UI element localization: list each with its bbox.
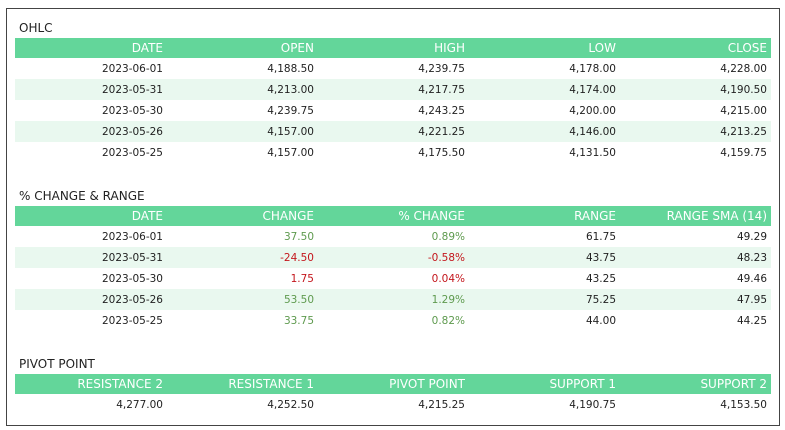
change-cell: 37.50 xyxy=(283,230,314,243)
change-cell: -24.50 xyxy=(167,247,318,268)
pivot-point-table: RESISTANCE 2 RESISTANCE 1 PIVOT POINT SU… xyxy=(15,374,771,415)
column-header-date[interactable]: DATE xyxy=(15,206,167,226)
date-cell: 2023-05-26 xyxy=(15,121,167,142)
column-header-close[interactable]: CLOSE xyxy=(620,38,771,58)
column-header-high[interactable]: HIGH xyxy=(318,38,469,58)
table-row: 2023-05-30 4,239.75 4,243.25 4,200.00 4,… xyxy=(15,100,771,121)
column-header-support-2[interactable]: SUPPORT 2 xyxy=(620,374,771,394)
column-header-resistance-1[interactable]: RESISTANCE 1 xyxy=(167,374,318,394)
change-range-title: % CHANGE & RANGE xyxy=(19,189,145,203)
open-cell: 4,239.75 xyxy=(267,104,314,117)
range-cell: 43.25 xyxy=(585,272,616,285)
table-row: 4,277.00 4,252.50 4,215.25 4,190.75 4,15… xyxy=(15,394,771,415)
high-cell: 4,175.50 xyxy=(418,146,465,159)
range-sma-cell: 48.23 xyxy=(620,247,771,268)
table-row: 2023-05-31 -24.50 -0.58% 43.75 48.23 xyxy=(15,247,771,268)
range-cell: 75.25 xyxy=(469,289,620,310)
range-sma-cell: 44.25 xyxy=(736,314,767,327)
column-header-date[interactable]: DATE xyxy=(15,38,167,58)
change-header-row: DATE CHANGE % CHANGE RANGE RANGE SMA (14… xyxy=(15,206,771,226)
low-cell: 4,174.00 xyxy=(469,79,620,100)
date-cell: 2023-06-01 xyxy=(101,230,163,243)
date-cell: 2023-05-31 xyxy=(15,247,167,268)
low-cell: 4,146.00 xyxy=(469,121,620,142)
change-cell: 53.50 xyxy=(167,289,318,310)
high-cell: 4,243.25 xyxy=(418,104,465,117)
range-cell: 43.75 xyxy=(469,247,620,268)
low-cell: 4,131.50 xyxy=(569,146,616,159)
ohlc-table: DATE OPEN HIGH LOW CLOSE 2023-06-01 4,18… xyxy=(15,38,771,163)
open-cell: 4,188.50 xyxy=(267,62,314,75)
table-row: 2023-05-25 4,157.00 4,175.50 4,131.50 4,… xyxy=(15,142,771,163)
support-1-cell: 4,190.75 xyxy=(569,398,616,411)
date-cell: 2023-05-25 xyxy=(101,314,163,327)
percent-change-cell: 0.04% xyxy=(431,272,465,285)
date-cell: 2023-05-30 xyxy=(101,272,163,285)
open-cell: 4,157.00 xyxy=(267,146,314,159)
open-cell: 4,157.00 xyxy=(167,121,318,142)
table-row: 2023-05-31 4,213.00 4,217.75 4,174.00 4,… xyxy=(15,79,771,100)
table-row: 2023-05-26 4,157.00 4,221.25 4,146.00 4,… xyxy=(15,121,771,142)
range-sma-cell: 47.95 xyxy=(620,289,771,310)
column-header-low[interactable]: LOW xyxy=(469,38,620,58)
table-row: 2023-05-25 33.75 0.82% 44.00 44.25 xyxy=(15,310,771,331)
resistance-1-cell: 4,252.50 xyxy=(267,398,314,411)
change-cell: 33.75 xyxy=(283,314,314,327)
percent-change-cell: 0.82% xyxy=(431,314,465,327)
open-cell: 4,213.00 xyxy=(167,79,318,100)
support-2-cell: 4,153.50 xyxy=(720,398,767,411)
percent-change-cell: 1.29% xyxy=(318,289,469,310)
column-header-resistance-2[interactable]: RESISTANCE 2 xyxy=(15,374,167,394)
high-cell: 4,239.75 xyxy=(418,62,465,75)
table-row: 2023-05-26 53.50 1.29% 75.25 47.95 xyxy=(15,289,771,310)
column-header-change[interactable]: CHANGE xyxy=(167,206,318,226)
column-header-percent-change[interactable]: % CHANGE xyxy=(318,206,469,226)
date-cell: 2023-05-30 xyxy=(101,104,163,117)
data-panel: OHLC DATE OPEN HIGH LOW CLOSE 2023-06-01… xyxy=(6,8,780,426)
date-cell: 2023-05-26 xyxy=(15,289,167,310)
low-cell: 4,178.00 xyxy=(569,62,616,75)
percent-change-cell: -0.58% xyxy=(318,247,469,268)
range-sma-cell: 49.29 xyxy=(736,230,767,243)
table-row: 2023-06-01 37.50 0.89% 61.75 49.29 xyxy=(15,226,771,247)
pivot-header-row: RESISTANCE 2 RESISTANCE 1 PIVOT POINT SU… xyxy=(15,374,771,394)
date-cell: 2023-05-25 xyxy=(101,146,163,159)
close-cell: 4,159.75 xyxy=(720,146,767,159)
column-header-support-1[interactable]: SUPPORT 1 xyxy=(469,374,620,394)
table-row: 2023-05-30 1.75 0.04% 43.25 49.46 xyxy=(15,268,771,289)
pivot-point-title: PIVOT POINT xyxy=(19,357,95,371)
ohlc-title: OHLC xyxy=(19,21,53,35)
percent-change-cell: 0.89% xyxy=(431,230,465,243)
resistance-2-cell: 4,277.00 xyxy=(116,398,163,411)
close-cell: 4,190.50 xyxy=(620,79,771,100)
date-cell: 2023-06-01 xyxy=(101,62,163,75)
column-header-open[interactable]: OPEN xyxy=(167,38,318,58)
column-header-pivot-point[interactable]: PIVOT POINT xyxy=(318,374,469,394)
range-cell: 61.75 xyxy=(585,230,616,243)
ohlc-header-row: DATE OPEN HIGH LOW CLOSE xyxy=(15,38,771,58)
column-header-range[interactable]: RANGE xyxy=(469,206,620,226)
range-sma-cell: 49.46 xyxy=(736,272,767,285)
change-range-table: DATE CHANGE % CHANGE RANGE RANGE SMA (14… xyxy=(15,206,771,331)
low-cell: 4,200.00 xyxy=(569,104,616,117)
date-cell: 2023-05-31 xyxy=(15,79,167,100)
close-cell: 4,228.00 xyxy=(720,62,767,75)
table-row: 2023-06-01 4,188.50 4,239.75 4,178.00 4,… xyxy=(15,58,771,79)
pivot-point-cell: 4,215.25 xyxy=(418,398,465,411)
column-header-range-sma[interactable]: RANGE SMA (14) xyxy=(620,206,771,226)
high-cell: 4,217.75 xyxy=(318,79,469,100)
close-cell: 4,215.00 xyxy=(720,104,767,117)
change-cell: 1.75 xyxy=(290,272,314,285)
high-cell: 4,221.25 xyxy=(318,121,469,142)
close-cell: 4,213.25 xyxy=(620,121,771,142)
range-cell: 44.00 xyxy=(585,314,616,327)
